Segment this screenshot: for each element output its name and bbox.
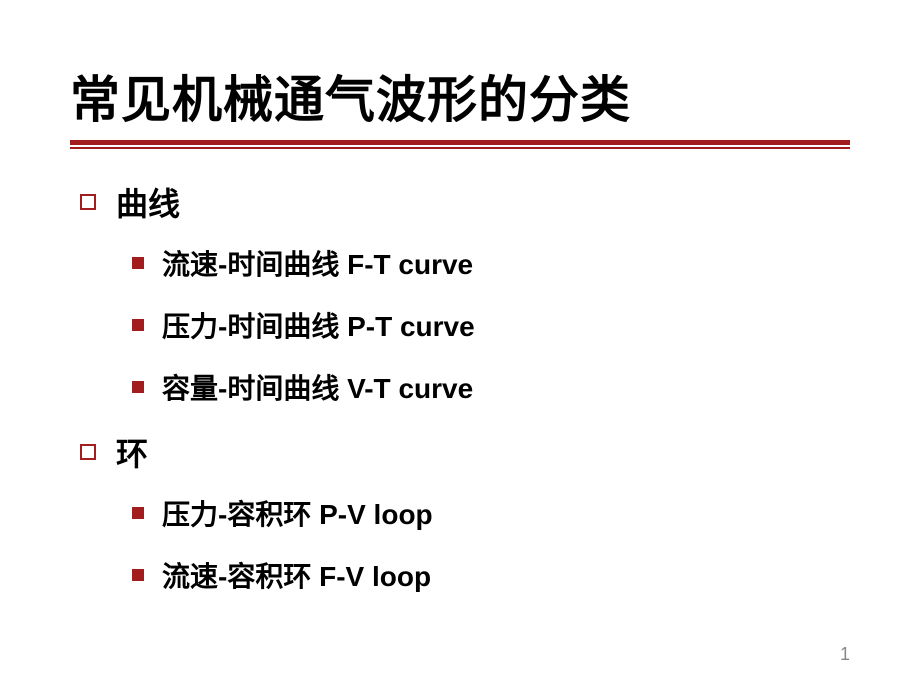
filled-square-icon	[132, 319, 144, 331]
filled-square-icon	[132, 569, 144, 581]
list-item: 压力-时间曲线 P-T curve	[132, 305, 850, 345]
slide-container: 常见机械通气波形的分类 曲线 流速-时间曲线 F-T curve 压力-时间曲线…	[0, 0, 920, 657]
square-bullet-icon	[80, 444, 96, 460]
item-text: 流速-时间曲线 F-T curve	[162, 243, 473, 283]
section-2-label: 环	[116, 429, 148, 475]
section-1: 曲线 流速-时间曲线 F-T curve 压力-时间曲线 P-T curve 容…	[80, 179, 850, 407]
section-2: 环 压力-容积环 P-V loop 流速-容积环 F-V loop	[80, 429, 850, 595]
slide-title: 常见机械通气波形的分类	[70, 60, 850, 132]
item-text: 压力-容积环 P-V loop	[162, 493, 433, 533]
page-number: 1	[840, 644, 850, 665]
item-text: 压力-时间曲线 P-T curve	[162, 305, 475, 345]
section-1-label: 曲线	[116, 179, 180, 225]
list-item: 容量-时间曲线 V-T curve	[132, 367, 850, 407]
section-1-header: 曲线	[80, 179, 850, 225]
list-item: 流速-时间曲线 F-T curve	[132, 243, 850, 283]
underline-thick	[70, 140, 850, 145]
list-item: 流速-容积环 F-V loop	[132, 555, 850, 595]
filled-square-icon	[132, 257, 144, 269]
filled-square-icon	[132, 507, 144, 519]
item-text: 容量-时间曲线 V-T curve	[162, 367, 473, 407]
filled-square-icon	[132, 381, 144, 393]
section-1-items: 流速-时间曲线 F-T curve 压力-时间曲线 P-T curve 容量-时…	[80, 243, 850, 407]
list-item: 压力-容积环 P-V loop	[132, 493, 850, 533]
outline-list: 曲线 流速-时间曲线 F-T curve 压力-时间曲线 P-T curve 容…	[70, 179, 850, 595]
item-text: 流速-容积环 F-V loop	[162, 555, 431, 595]
square-bullet-icon	[80, 194, 96, 210]
section-2-items: 压力-容积环 P-V loop 流速-容积环 F-V loop	[80, 493, 850, 595]
title-underline	[70, 140, 850, 149]
underline-thin	[70, 147, 850, 149]
section-2-header: 环	[80, 429, 850, 475]
